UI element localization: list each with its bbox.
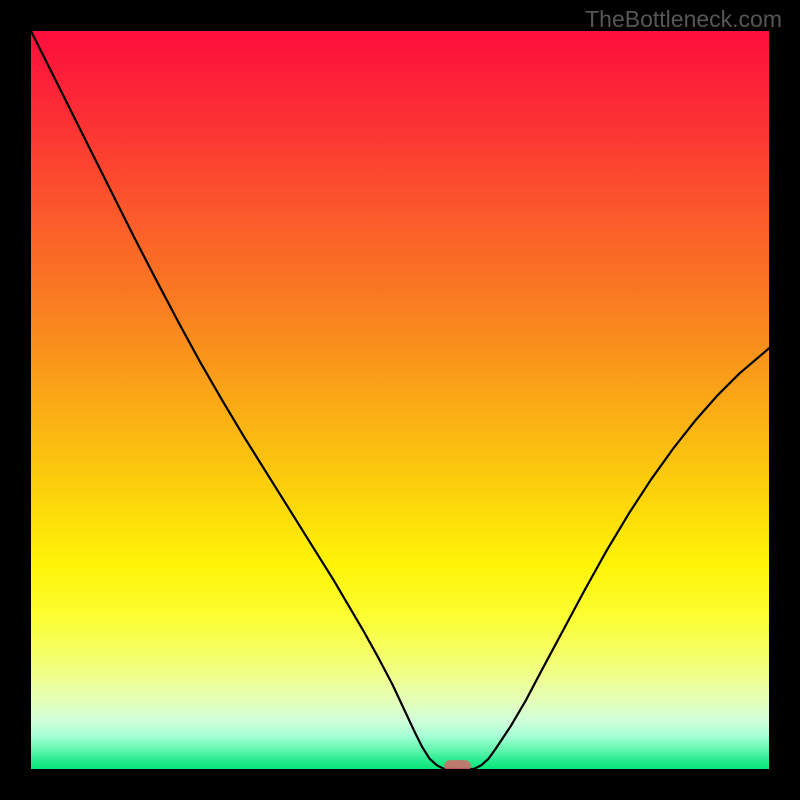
chart-background <box>31 31 769 769</box>
bottleneck-chart: TheBottleneck.com <box>0 0 800 800</box>
chart-svg <box>0 0 800 800</box>
